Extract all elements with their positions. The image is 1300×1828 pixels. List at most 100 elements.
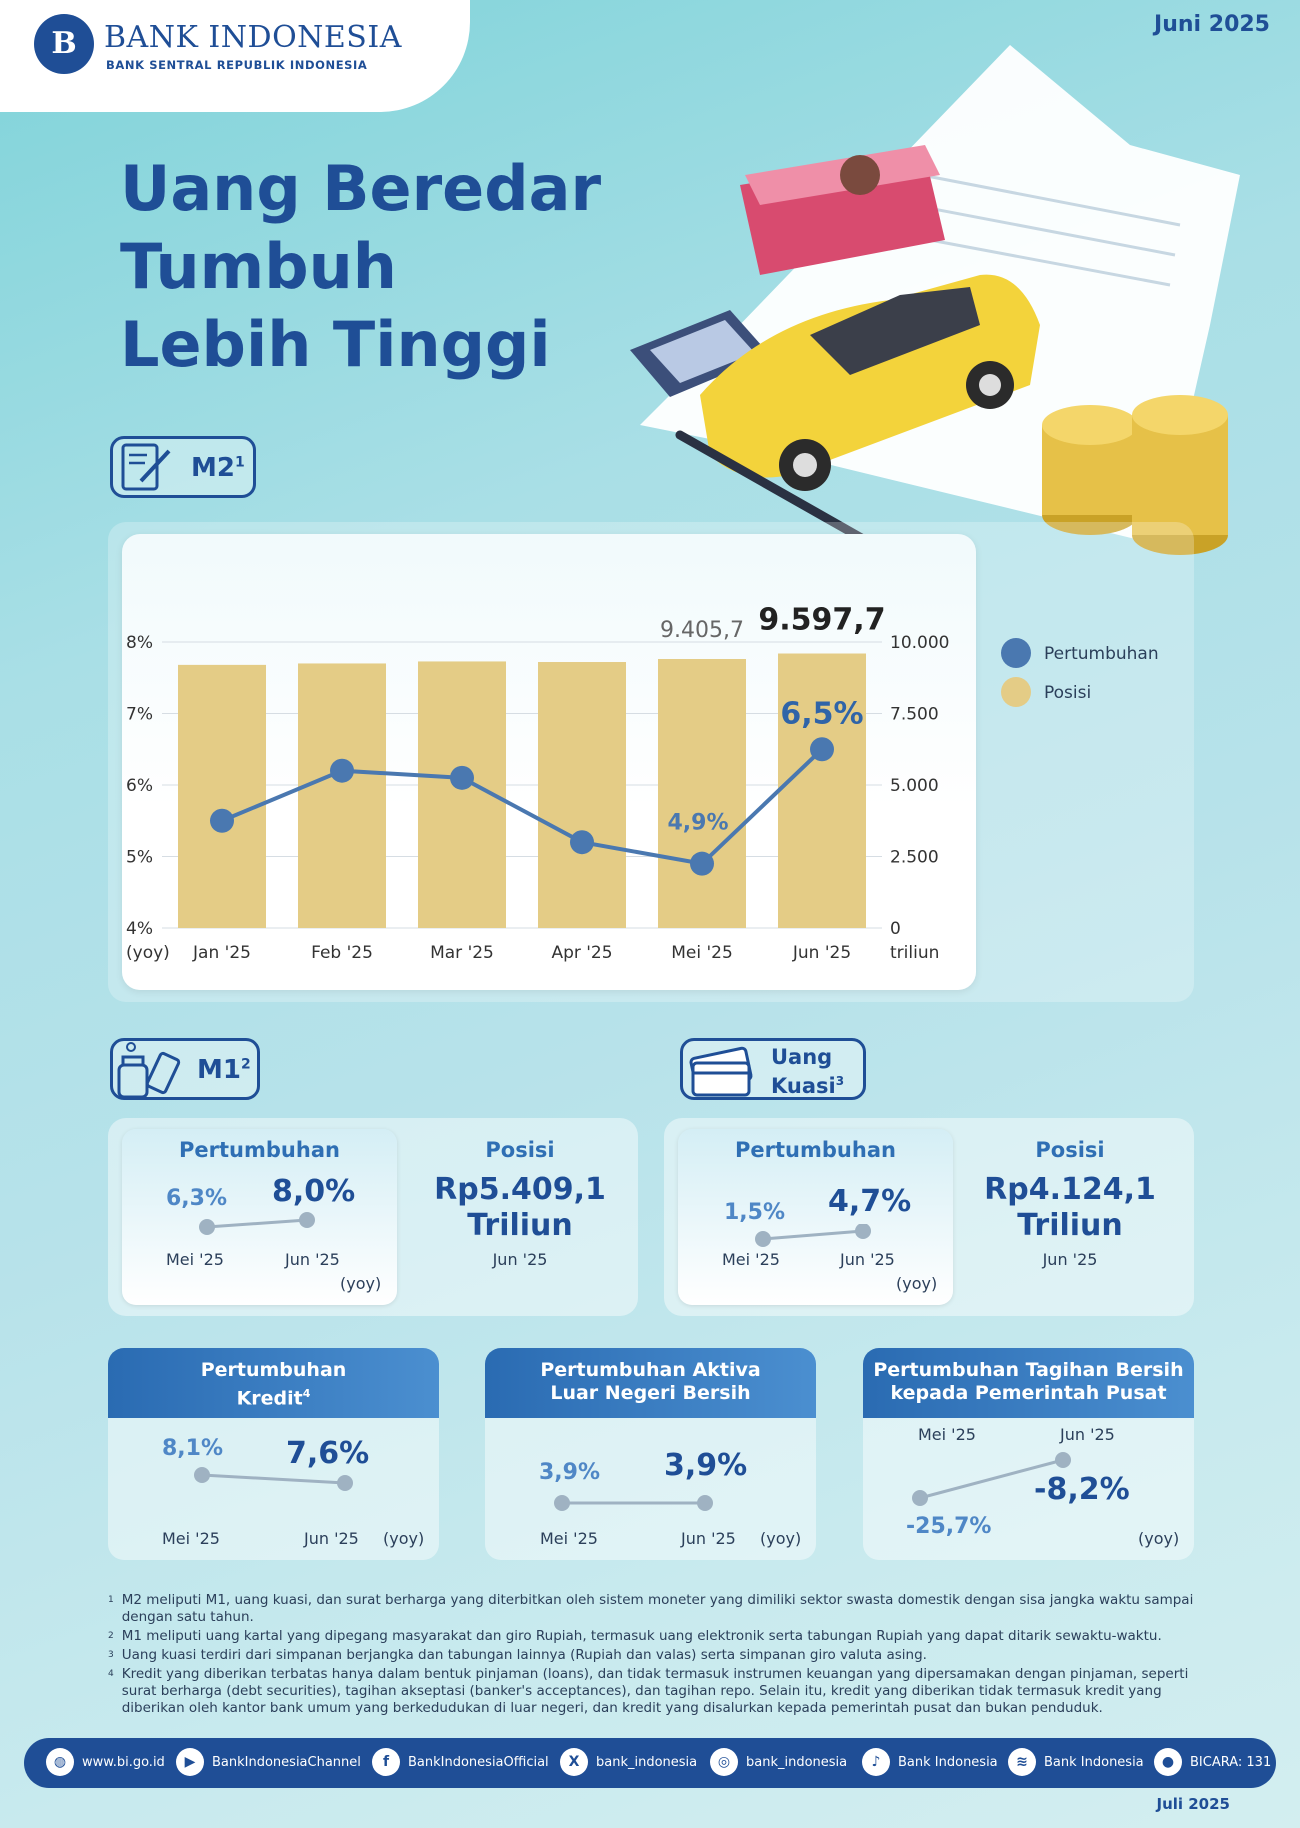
x-axis-tick-label: Apr '25 xyxy=(551,943,612,963)
social-youtube[interactable]: ▶ BankIndonesiaChannel xyxy=(176,1748,361,1776)
kuasi-growth-card xyxy=(678,1129,953,1305)
social-website[interactable]: ◍ www.bi.go.id xyxy=(46,1748,165,1776)
point-pertumbuhan xyxy=(210,808,234,833)
bicara-icon: ● xyxy=(1154,1748,1182,1776)
facebook-icon: f xyxy=(372,1748,400,1776)
point-pertumbuhan xyxy=(810,737,834,762)
aktiva-prev-value: 3,9% xyxy=(539,1460,601,1485)
kuasi-curr-label: Jun '25 xyxy=(840,1250,895,1269)
bar-posisi xyxy=(658,658,746,928)
social-tiktok[interactable]: ♪ Bank Indonesia xyxy=(862,1748,998,1776)
m1-section-tag: M12 xyxy=(110,1038,260,1100)
left-axis-unit: (yoy) xyxy=(126,943,170,963)
bank-indonesia-logo-icon: B xyxy=(34,14,94,74)
youtube-icon: ▶ xyxy=(176,1748,204,1776)
m1-growth-title: Pertumbuhan xyxy=(179,1138,340,1162)
tagihan-curr-value: -8,2% xyxy=(1034,1472,1130,1507)
x-axis-tick-label: Mar '25 xyxy=(430,943,494,963)
pen-illustration xyxy=(675,430,870,545)
bar-posisi xyxy=(778,653,866,928)
footnote-1: 1 M2 meliputi M1, uang kuasi, dan surat b… xyxy=(108,1592,1194,1625)
kuasi-position-label: Jun '25 xyxy=(1042,1250,1098,1269)
kuasi-tag-label: Uang Kuasi3 xyxy=(771,1045,845,1098)
point-pertumbuhan xyxy=(450,765,474,790)
m2-section-tag: M21 xyxy=(110,436,256,498)
social-bicara[interactable]: ● BICARA: 131 xyxy=(1154,1748,1271,1776)
kuasi-growth-line xyxy=(755,1224,871,1247)
m1-tag-label: M12 xyxy=(197,1055,251,1085)
tagihan-card-header: Pertumbuhan Tagihan Bersih kepada Pemeri… xyxy=(863,1348,1194,1418)
left-axis-tick-label: 5% xyxy=(126,848,153,868)
left-axis-tick-label: 8% xyxy=(126,633,153,653)
footer-social-bar: ◍ www.bi.go.id ▶ BankIndonesiaChannel f Ban… xyxy=(24,1738,1276,1788)
tiktok-icon: ♪ xyxy=(862,1748,890,1776)
m1-yoy-label: (yoy) xyxy=(340,1274,382,1293)
release-date: Juli 2025 xyxy=(1156,1795,1230,1813)
aktiva-card-header: Pertumbuhan Aktiva Luar Negeri Bersih xyxy=(485,1348,816,1418)
globe-icon: ◍ xyxy=(46,1748,74,1776)
money-jar-icon xyxy=(117,1042,181,1099)
right-axis-tick-label: 0 xyxy=(890,919,901,939)
legend-position-dot xyxy=(1001,677,1031,707)
right-axis-tick-label: 7.500 xyxy=(890,705,939,725)
aktiva-card: Pertumbuhan Aktiva Luar Negeri Bersih xyxy=(485,1348,816,1560)
bar-posisi xyxy=(298,663,386,928)
kredit-curr-value: 7,6% xyxy=(286,1436,370,1471)
legend-growth-label: Pertumbuhan xyxy=(1044,644,1159,664)
m1-position-title: Posisi xyxy=(485,1138,555,1162)
bar-value-label-mei: 9.405,7 xyxy=(660,618,744,643)
banknote-stack-illustration xyxy=(740,145,945,275)
x-axis-tick-label: Jun '25 xyxy=(792,943,851,963)
bank-subtitle: BANK SENTRAL REPUBLIK INDONESIA xyxy=(106,58,368,72)
aktiva-prev-label: Mei '25 xyxy=(540,1529,598,1548)
kuasi-position-title: Posisi xyxy=(1035,1138,1105,1162)
kredit-growth-line xyxy=(194,1467,353,1491)
tagihan-prev-value: -25,7% xyxy=(906,1514,992,1539)
x-axis-tick-label: Feb '25 xyxy=(311,943,373,963)
right-axis-tick-label: 5.000 xyxy=(890,776,939,796)
social-instagram[interactable]: ◎ bank_indonesia xyxy=(710,1748,847,1776)
kuasi-section-tag: Uang Kuasi3 xyxy=(680,1038,866,1100)
aktiva-curr-label: Jun '25 xyxy=(681,1529,736,1548)
m1-prev-label: Mei '25 xyxy=(166,1250,224,1269)
m1-growth-card xyxy=(122,1129,397,1305)
legend-position-label: Posisi xyxy=(1044,683,1092,703)
tagihan-curr-label: Jun '25 xyxy=(1060,1425,1115,1444)
car-illustration xyxy=(700,274,1040,491)
social-facebook[interactable]: f BankIndonesiaOfficial xyxy=(372,1748,549,1776)
point-pertumbuhan xyxy=(690,851,714,876)
page-title: Uang Beredar Tumbuh Lebih Tinggi xyxy=(120,150,820,384)
m1-curr-value: 8,0% xyxy=(272,1174,356,1209)
kuasi-position-value: Rp4.124,1 Triliun xyxy=(984,1172,1156,1243)
cards-icon xyxy=(689,1046,753,1097)
kredit-prev-value: 8,1% xyxy=(162,1436,224,1461)
bar-posisi xyxy=(538,662,626,928)
x-axis-tick-label: Jan '25 xyxy=(192,943,251,963)
m1-growth-line xyxy=(199,1212,315,1235)
aktiva-growth-line xyxy=(554,1495,713,1511)
kredit-card: Pertumbuhan Kredit4 xyxy=(108,1348,439,1560)
m1-position-label: Jun '25 xyxy=(492,1250,548,1269)
bank-name: BANK INDONESIA xyxy=(104,20,402,55)
line-value-label-mei: 4,9% xyxy=(667,811,728,836)
right-axis-tick-label: 10.000 xyxy=(890,633,949,653)
right-axis-tick-label: 2.500 xyxy=(890,848,939,868)
kuasi-curr-value: 4,7% xyxy=(828,1184,912,1219)
tagihan-prev-label: Mei '25 xyxy=(918,1425,976,1444)
kuasi-prev-value: 1,5% xyxy=(724,1200,786,1225)
m1-curr-label: Jun '25 xyxy=(285,1250,340,1269)
footnote-4: 4 Kredit yang diberikan terbatas hanya da… xyxy=(108,1666,1189,1716)
illustration xyxy=(630,45,1240,555)
calculator-illustration xyxy=(630,310,770,397)
point-pertumbuhan xyxy=(330,758,354,783)
instagram-icon: ◎ xyxy=(710,1748,738,1776)
left-axis-tick-label: 4% xyxy=(126,919,153,939)
social-spotify[interactable]: ≋ Bank Indonesia xyxy=(1008,1748,1144,1776)
tagihan-yoy-label: (yoy) xyxy=(1138,1529,1180,1548)
footnote-2: 2 M1 meliputi uang kartal yang dipegang m… xyxy=(108,1628,1162,1644)
point-pertumbuhan xyxy=(570,830,594,855)
footnote-3: 3 Uang kuasi terdiri dari simpanan berjan… xyxy=(108,1647,927,1663)
title-line-1: Uang Beredar Tumbuh xyxy=(120,152,602,303)
tagihan-card: Pertumbuhan Tagihan Bersih kepada Pemeri… xyxy=(863,1348,1194,1560)
